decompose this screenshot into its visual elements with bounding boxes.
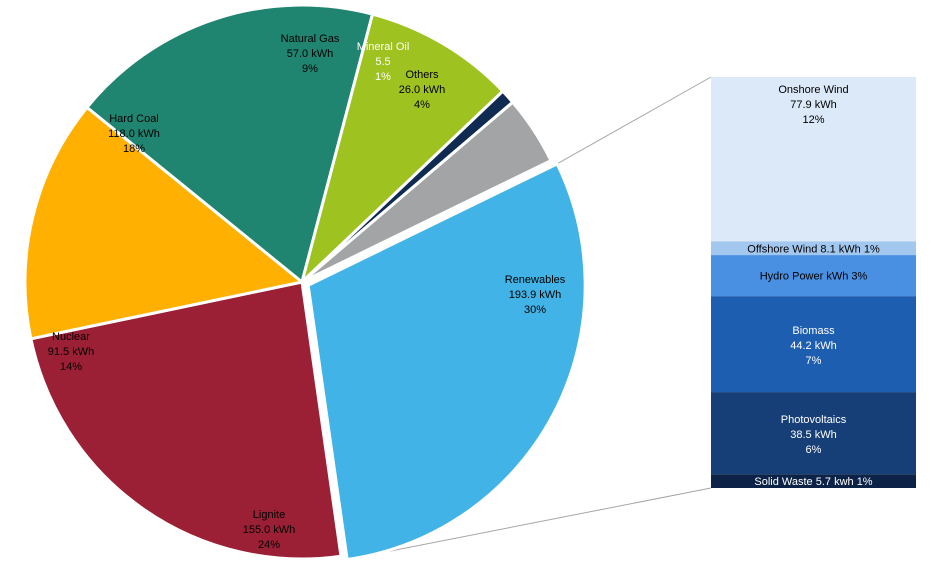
pie-label-nuclear: Nuclear 91.5 kWh 14% [48,331,94,373]
pie-label-mineral-oil: Mineral Oil 5.5 1% [357,41,410,83]
pie-label-line: Renewables [505,274,566,286]
pie-slice-renewables [306,162,587,562]
pie-chart: Renewables 193.9 kWh 30% Lignite 155.0 kWh 24… [23,3,587,562]
bar-label-line: Photovoltaics [781,414,847,426]
bar-label-line: 38.5 kWh [790,429,836,441]
pie-slice-hard-coal [85,3,375,284]
pie-slice-nuclear [23,105,304,341]
pie-label-line: Nuclear [52,331,90,343]
pie-label-others: Others 26.0 kWh 4% [399,69,445,111]
bar-label-line: Biomass [792,325,835,337]
pie-label-hard-coal: Hard Coal 118.0 kWh 18% [108,113,160,155]
pie-label-lignite: Lignite 155.0 kWh 24% [243,509,296,551]
bar-label-line: Onshore Wind [778,84,848,96]
bar-label-solid-waste-5-7-kwh-1: Solid Waste 5.7 kwh 1% [754,476,872,488]
bar-segment-photovoltaics [711,392,916,475]
bar-label-line: 44.2 kWh [790,340,836,352]
pie-label-line: 1% [375,71,391,83]
pie-slice-others [300,100,553,284]
bar-label-biomass: Biomass 44.2 kWh 7% [790,325,836,367]
pie-label-line: 4% [414,99,430,111]
stacked-bar: Onshore Wind 77.9 kWh 12% Offshore Wind 8.1… [711,77,916,488]
bar-segment-hydro-power-kwh-3 [711,255,916,297]
bar-segment-offshore-wind-8-1-kwh-1 [711,241,916,256]
bar-label-offshore-wind-8-1-kwh-1: Offshore Wind 8.1 kWh 1% [747,243,880,255]
connector-line-top [556,76,712,165]
pie-label-line: 18% [123,143,145,155]
pie-label-line: 26.0 kWh [399,84,445,96]
pie-label-natural-gas: Natural Gas 57.0 kWh 9% [281,33,340,75]
pie-label-line: Others [405,69,439,81]
pie-label-line: Mineral Oil [357,41,410,53]
pie-label-line: 57.0 kWh [287,48,333,60]
bar-segment-solid-waste-5-7-kwh-1 [711,474,916,488]
bar-label-onshore-wind: Onshore Wind 77.9 kWh 12% [778,84,848,126]
connector-line-bottom [347,487,712,561]
bar-segment-biomass [711,296,916,393]
pie-label-line: 91.5 kWh [48,346,94,358]
pie-label-line: 14% [60,361,82,373]
pie-label-line: Hard Coal [109,113,159,125]
pie-label-line: Natural Gas [281,33,340,45]
pie-label-line: 5.5 [375,56,390,68]
bar-segment-onshore-wind [711,77,916,242]
pie-label-line: 24% [258,539,280,551]
pie-label-line: 118.0 kWh [108,128,160,140]
bar-label-photovoltaics: Photovoltaics 38.5 kWh 6% [781,414,847,456]
bar-label-line: 12% [802,114,824,126]
pie-label-line: Lignite [253,509,285,521]
connector-lines [347,76,712,561]
bar-label-line: 7% [806,355,822,367]
bar-label-hydro-power-kwh-3: Hydro Power kWh 3% [760,271,868,283]
bar-label-line: 6% [806,444,822,456]
bar-label-line: 77.9 kWh [790,99,836,111]
pie-slice-natural-gas [300,12,505,284]
pie-label-line: 155.0 kWh [243,524,296,536]
pie-label-line: 30% [524,304,546,316]
pie-label-line: 9% [302,63,318,75]
pie-label-renewables: Renewables 193.9 kWh 30% [505,274,566,316]
pie-label-line: 193.9 kWh [509,289,562,301]
